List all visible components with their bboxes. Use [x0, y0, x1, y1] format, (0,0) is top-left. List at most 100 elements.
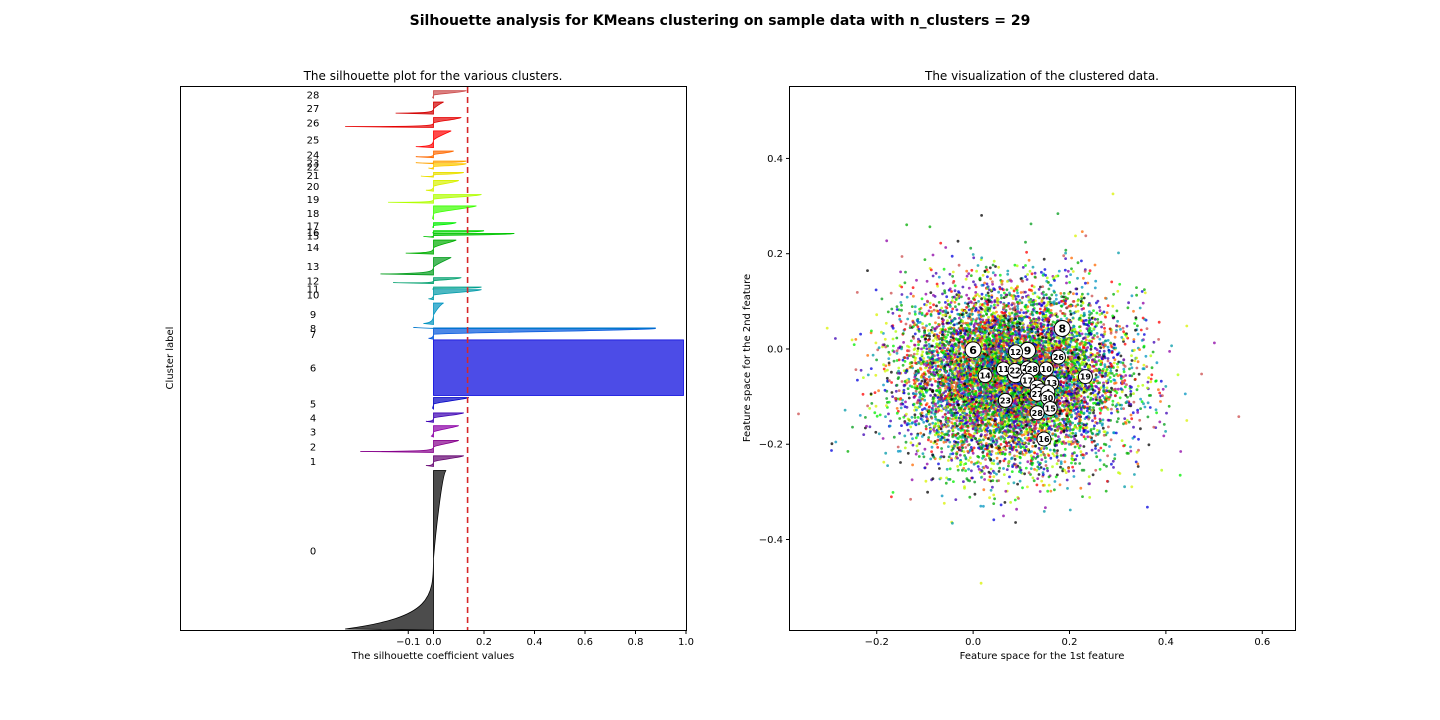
scatter-point: [1135, 293, 1138, 297]
scatter-point: [1140, 400, 1144, 404]
scatter-point: [1110, 280, 1114, 284]
cluster-label: 22: [307, 162, 320, 173]
scatter-point: [1092, 439, 1096, 443]
scatter-point: [934, 367, 938, 371]
scatter-point: [989, 488, 993, 492]
scatter-point: [1164, 385, 1168, 388]
scatter-point: [1065, 478, 1069, 482]
scatter-point: [1006, 272, 1010, 276]
scatter-point: [1052, 289, 1056, 293]
scatter-point: [1075, 415, 1079, 418]
scatter-point: [903, 434, 907, 438]
scatter-point: [874, 373, 878, 377]
scatter-point: [825, 326, 829, 330]
scatter-point: [987, 294, 991, 298]
scatter-point: [924, 340, 928, 344]
scatter-point: [946, 330, 950, 334]
silhouette-fill-cluster-2: [360, 440, 459, 453]
scatter-point: [927, 436, 931, 439]
scatter-point: [1142, 363, 1146, 367]
scatter-point: [854, 338, 858, 341]
scatter-point: [951, 428, 955, 431]
scatter-point: [1072, 385, 1076, 389]
scatter-point: [1079, 329, 1082, 333]
scatter-point: [965, 429, 969, 432]
scatter-point: [989, 458, 992, 462]
cluster-label: 6: [310, 364, 316, 375]
scatter-point: [954, 305, 957, 309]
scatter-point: [940, 409, 943, 413]
scatter-point: [1027, 442, 1031, 445]
scatter-point: [1072, 292, 1075, 296]
scatter-point: [942, 325, 945, 328]
scatter-point: [1091, 388, 1095, 392]
scatter-point: [979, 310, 983, 314]
scatter-point: [1158, 420, 1162, 424]
scatter-point: [1116, 352, 1120, 356]
scatter-point: [955, 419, 959, 422]
scatter-point: [1159, 379, 1163, 383]
scatter-point: [913, 312, 917, 316]
silhouette-fill-cluster-24: [415, 150, 454, 159]
scatter-point: [921, 326, 925, 329]
scatter-point: [945, 467, 949, 471]
scatter-point: [1129, 362, 1133, 366]
scatter-point: [882, 383, 885, 387]
scatter-point: [1049, 456, 1053, 460]
scatter-point: [1059, 309, 1062, 313]
scatter-point: [1038, 490, 1042, 493]
scatter-point: [1003, 501, 1007, 504]
scatter-point: [1098, 395, 1102, 399]
silhouette-fill-cluster-27: [395, 101, 444, 115]
scatter-point: [909, 432, 913, 436]
scatter-point: [931, 274, 935, 278]
scatter-point: [1112, 361, 1116, 365]
scatter-point: [1088, 482, 1091, 486]
scatter-point: [1081, 337, 1085, 340]
scatter-point: [1076, 261, 1080, 265]
scatter-point: [1123, 379, 1127, 382]
scatter-point: [883, 388, 887, 392]
scatter-point: [945, 360, 949, 364]
scatter-point: [843, 408, 847, 412]
scatter-point: [1055, 462, 1059, 466]
scatter-point: [1033, 291, 1037, 295]
scatter-point: [985, 442, 988, 445]
scatter-point: [1106, 304, 1110, 307]
scatter-point: [1018, 311, 1022, 314]
scatter-point: [987, 470, 991, 474]
scatter-point: [899, 270, 902, 274]
scatter-point: [1101, 394, 1104, 397]
scatter-point: [1103, 330, 1107, 334]
scatter-point: [901, 398, 904, 402]
scatter-point: [1213, 341, 1216, 345]
scatter-point: [1047, 483, 1051, 487]
scatter-point: [1104, 315, 1107, 319]
scatter-point: [903, 281, 907, 285]
scatter-point: [1070, 454, 1074, 458]
scatter-point: [1021, 266, 1025, 269]
scatter-point: [1068, 508, 1072, 512]
scatter-point: [933, 440, 937, 443]
scatter-point: [1088, 405, 1092, 409]
scatter-point: [1136, 465, 1140, 468]
scatter-point: [887, 363, 891, 367]
scatter-point: [1062, 254, 1066, 258]
x-tick-label: 0.8: [628, 637, 644, 648]
scatter-point: [980, 297, 983, 301]
scatter-point: [1098, 411, 1102, 415]
cluster-label: 25: [307, 135, 320, 146]
scatter-point: [1059, 292, 1063, 295]
silhouette-fill-cluster-6: [433, 339, 684, 396]
scatter-point: [928, 225, 932, 229]
scatter-point: [984, 458, 987, 461]
scatter-point: [959, 429, 963, 432]
scatter-point: [978, 318, 982, 321]
scatter-point: [892, 359, 896, 363]
scatter-point: [899, 301, 903, 304]
silhouette-fill-cluster-5: [432, 397, 470, 410]
cluster-label: 4: [310, 414, 316, 425]
scatter-point: [986, 426, 990, 429]
scatter-point: [942, 267, 946, 271]
